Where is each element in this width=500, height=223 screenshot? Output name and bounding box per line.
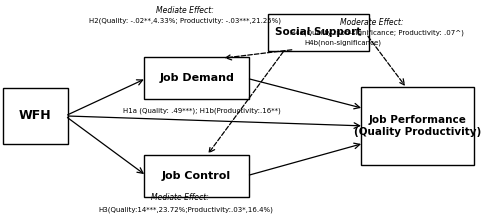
Text: H4b(non-significance): H4b(non-significance) [304, 39, 381, 46]
Text: Mediate Effect:: Mediate Effect: [156, 6, 214, 15]
FancyBboxPatch shape [3, 88, 68, 144]
Text: Job Performance
(Quality Productivity): Job Performance (Quality Productivity) [354, 115, 481, 137]
Text: H2(Quality: -.02**,4.33%; Productivity: -.03***,21.25%): H2(Quality: -.02**,4.33%; Productivity: … [89, 17, 281, 24]
Text: H4a(Quality :non-significance; Productivity: .07^): H4a(Quality :non-significance; Productiv… [290, 30, 464, 36]
FancyBboxPatch shape [362, 87, 474, 165]
Text: Social Support: Social Support [276, 27, 362, 37]
FancyBboxPatch shape [268, 14, 368, 51]
Text: H1a (Quality: .49***); H1b(Productivity:.16**): H1a (Quality: .49***); H1b(Productivity:… [122, 107, 280, 114]
Text: H3(Quality:14***,23.72%;Productivity:.03*,16.4%): H3(Quality:14***,23.72%;Productivity:.03… [98, 207, 274, 213]
FancyBboxPatch shape [144, 57, 249, 99]
Text: Moderate Effect:: Moderate Effect: [340, 18, 404, 27]
Text: Job Demand: Job Demand [159, 73, 234, 83]
Text: Job Control: Job Control [162, 171, 231, 181]
Text: WFH: WFH [19, 109, 52, 122]
FancyBboxPatch shape [144, 155, 249, 197]
Text: Mediate Effect:: Mediate Effect: [151, 193, 209, 202]
